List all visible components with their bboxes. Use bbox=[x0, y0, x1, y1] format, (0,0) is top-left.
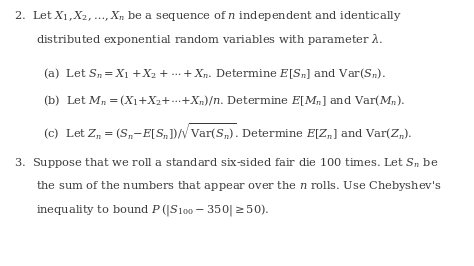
Text: inequality to bound $P\,(|S_{100} - 350| \geq 50)$.: inequality to bound $P\,(|S_{100} - 350|… bbox=[36, 202, 269, 218]
Text: distributed exponential random variables with parameter $\lambda$.: distributed exponential random variables… bbox=[36, 32, 383, 47]
Text: 3.  Suppose that we roll a standard six-sided fair die 100 times. Let $S_n$ be: 3. Suppose that we roll a standard six-s… bbox=[14, 156, 438, 170]
Text: the sum of the numbers that appear over the $n$ rolls. Use Chebyshev's: the sum of the numbers that appear over … bbox=[36, 179, 441, 193]
Text: (c)  Let $Z_n = (S_n{-}E[S_n])/\sqrt{\mathrm{Var}(S_n)}$. Determine $E[Z_n]$ and: (c) Let $Z_n = (S_n{-}E[S_n])/\sqrt{\mat… bbox=[43, 121, 412, 142]
Text: (b)  Let $M_n = (X_1{+}X_2{+}\cdots{+}X_n)/n$. Determine $E[M_n]$ and $\mathrm{V: (b) Let $M_n = (X_1{+}X_2{+}\cdots{+}X_n… bbox=[43, 94, 405, 108]
Text: (a)  Let $S_n = X_1 + X_2 + \cdots + X_n$. Determine $E[S_n]$ and $\mathrm{Var}(: (a) Let $S_n = X_1 + X_2 + \cdots + X_n$… bbox=[43, 66, 386, 81]
Text: 2.  Let $X_1, X_2,\ldots, X_n$ be a sequence of $n$ independent and identically: 2. Let $X_1, X_2,\ldots, X_n$ be a seque… bbox=[14, 9, 402, 23]
